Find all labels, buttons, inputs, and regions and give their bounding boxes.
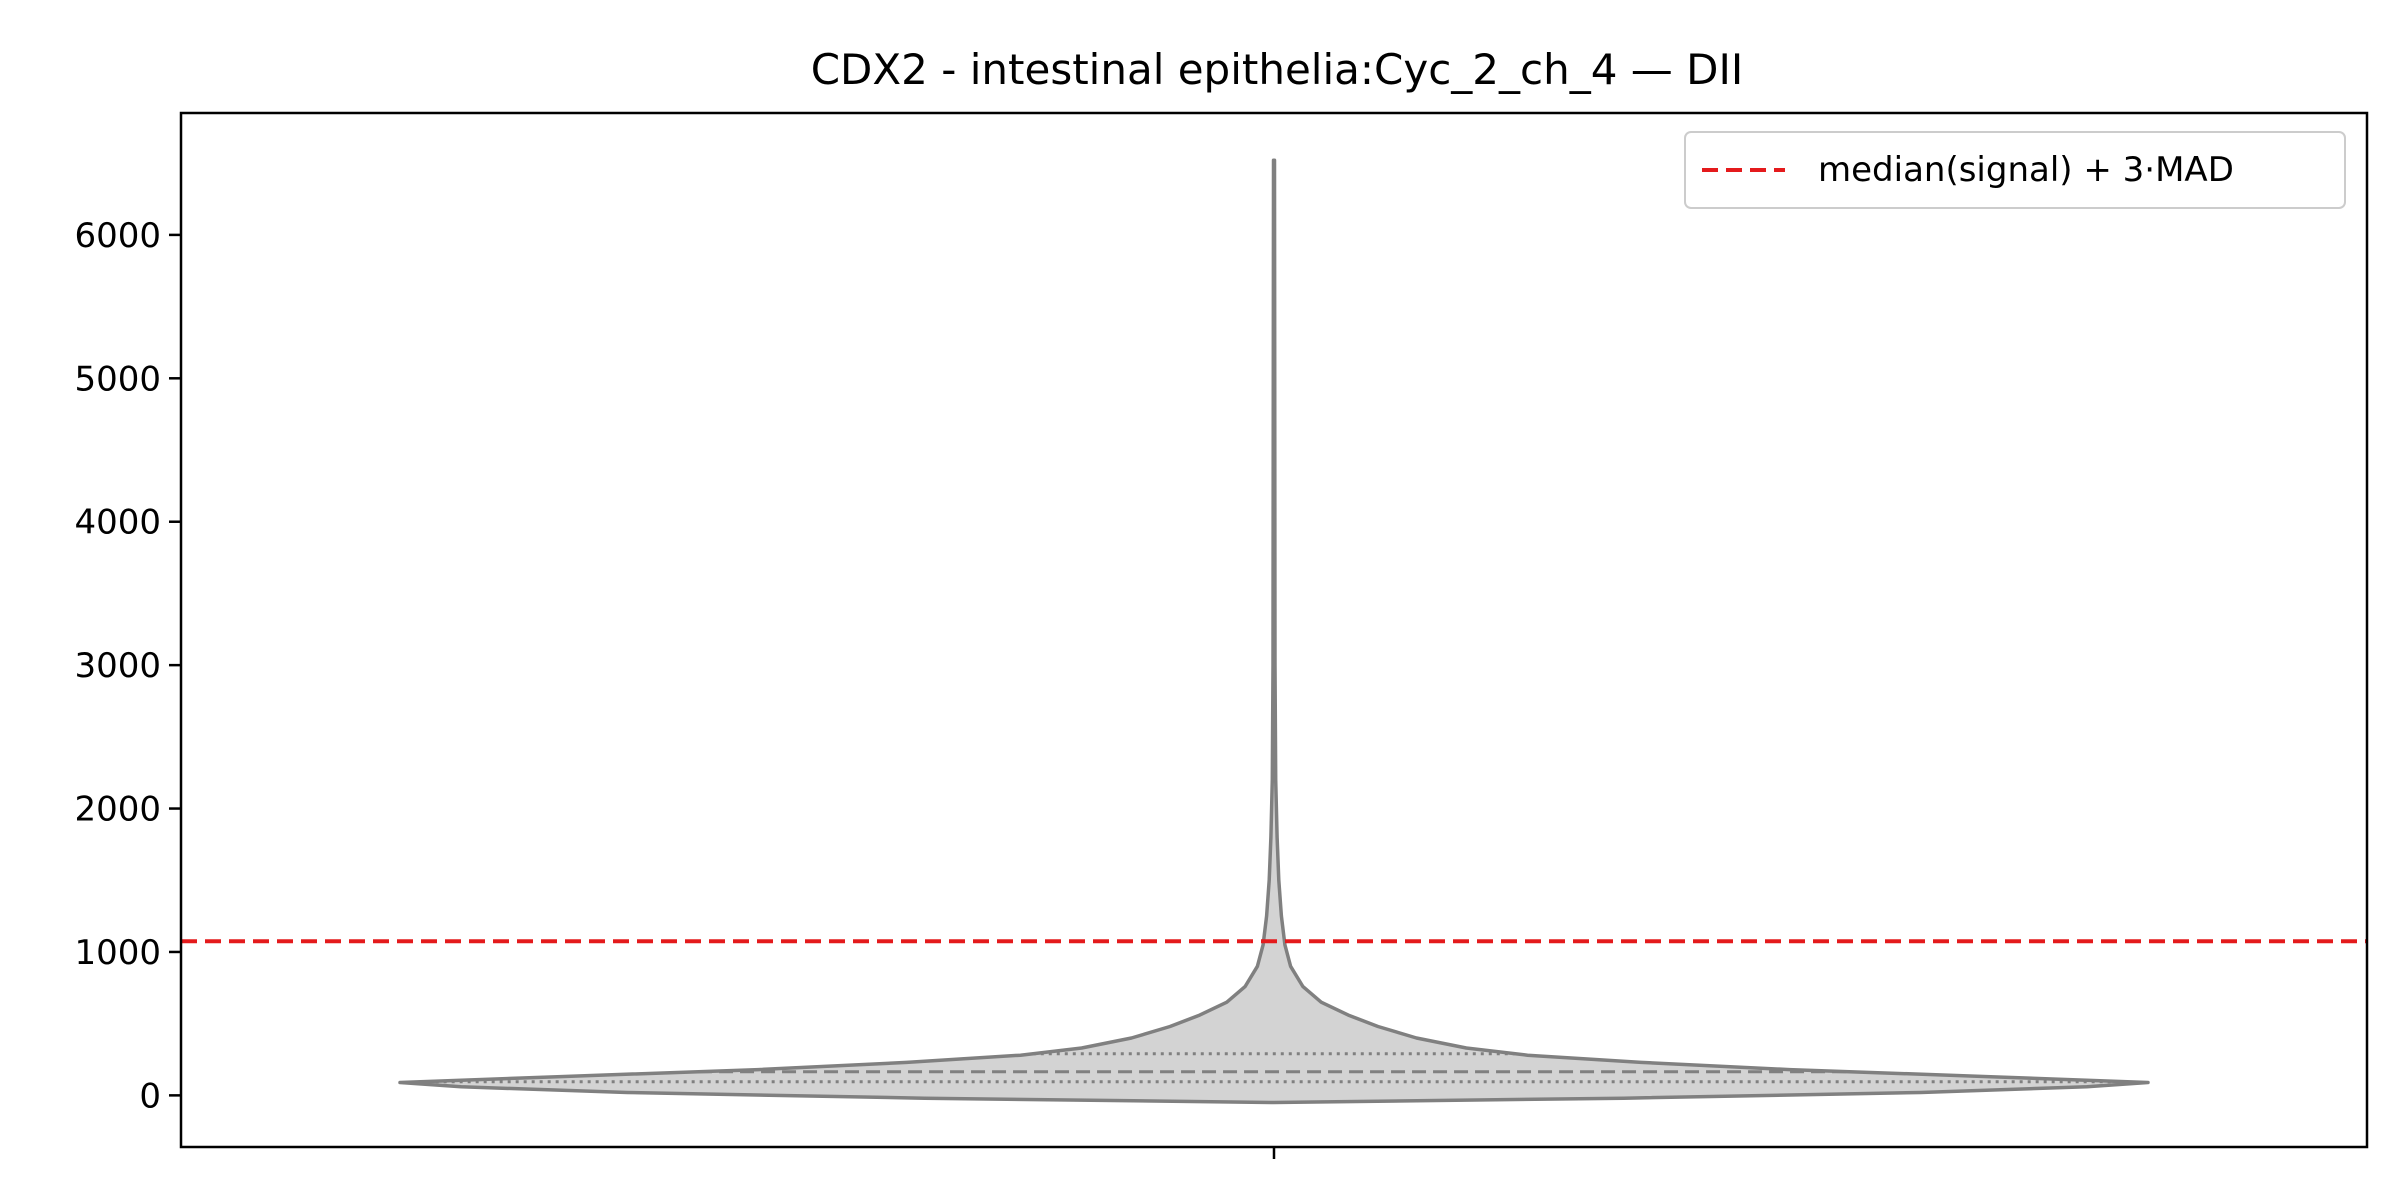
y-tick-label: 2000 [74,790,161,830]
chart-title: CDX2 - intestinal epithelia:Cyc_2_ch_4 —… [811,45,1744,94]
y-tick-label: 3000 [74,646,161,686]
y-tick-label: 5000 [74,359,161,399]
y-tick-label: 4000 [74,503,161,543]
plot-area [181,158,2367,1105]
y-tick-label: 6000 [74,216,161,256]
y-axis: 0 1000 2000 3000 4000 5000 6000 [74,216,181,1116]
legend-box [1684,131,2346,209]
violin-body [398,158,2150,1105]
y-tick-label: 0 [139,1076,161,1116]
legend-label-threshold: median(signal) + 3·MAD [1818,150,2234,190]
y-tick-label: 1000 [74,933,161,973]
legend: median(signal) + 3·MAD [1684,131,2346,209]
